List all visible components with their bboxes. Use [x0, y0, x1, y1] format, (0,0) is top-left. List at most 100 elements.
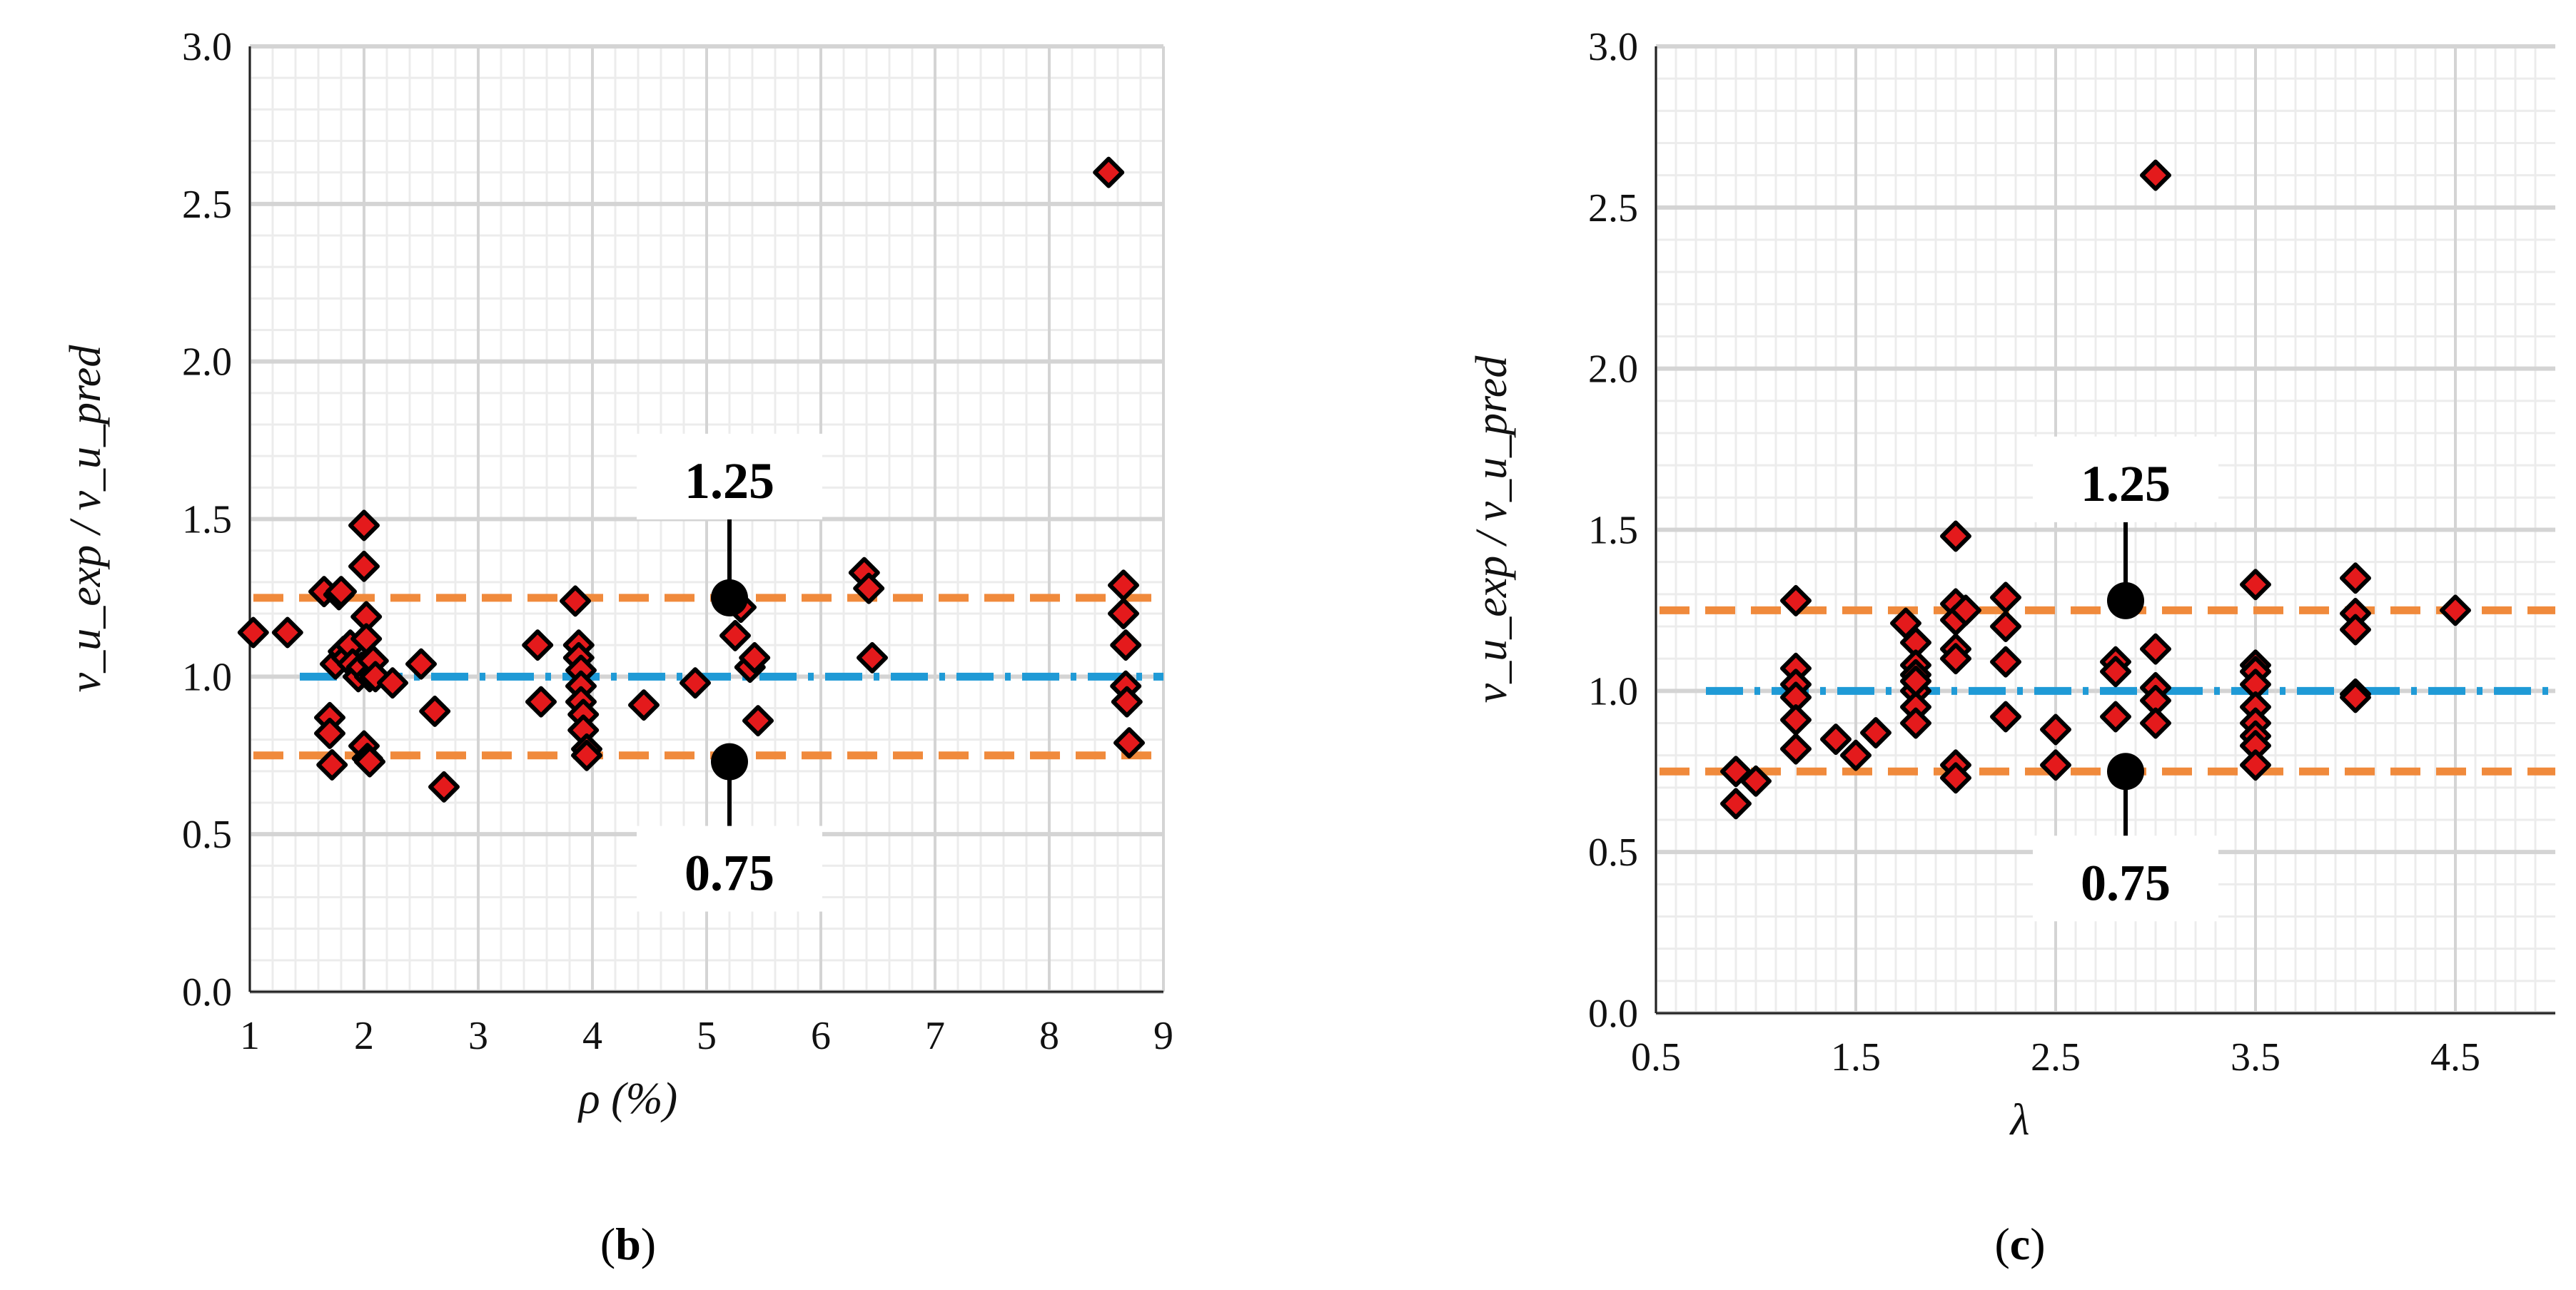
- data-point: [428, 771, 460, 803]
- y-tick-label: 2.0: [1588, 347, 1638, 392]
- data-point: [1093, 156, 1125, 188]
- annotation-marker: [711, 743, 748, 781]
- data-point: [2340, 681, 2371, 713]
- y-tick-label: 0.0: [182, 970, 232, 1015]
- data-point: [742, 705, 774, 737]
- annotation-label: 0.75: [685, 845, 774, 902]
- data-point: [316, 749, 348, 781]
- data-point: [628, 689, 660, 721]
- annotation-box: [2033, 436, 2218, 522]
- data-point: [1108, 598, 1139, 629]
- y-tick-label: 3.0: [182, 25, 232, 69]
- data-point: [2140, 707, 2171, 739]
- data-point: [348, 550, 380, 582]
- x-tick-label: 2: [354, 1014, 374, 1058]
- data-point: [1990, 611, 2021, 642]
- data-point: [2140, 159, 2171, 191]
- y-axis-title: v_u_exp / v_u_pred: [1468, 355, 1516, 704]
- data-point: [1900, 707, 1931, 739]
- x-tick-label: 4.5: [2430, 1035, 2480, 1080]
- y-tick-label: 3.0: [1588, 25, 1638, 69]
- data-point: [719, 619, 751, 651]
- annotation-marker: [2107, 753, 2144, 791]
- x-tick-label: 2.5: [2031, 1035, 2081, 1080]
- annotation-label: 1.25: [685, 452, 774, 509]
- data-point: [1113, 727, 1145, 759]
- data-points: [1720, 159, 2471, 820]
- data-point: [2040, 713, 2071, 746]
- annotation-box: [637, 826, 822, 912]
- x-axis-title: λ: [2009, 1096, 2030, 1144]
- data-points: [237, 156, 1145, 803]
- data-point: [2240, 569, 2271, 601]
- x-tick-label: 5: [697, 1014, 717, 1058]
- y-tick-label: 0.5: [1588, 831, 1638, 875]
- data-point: [314, 717, 345, 749]
- annotation-label: 0.75: [2081, 854, 2171, 911]
- data-point: [2340, 614, 2371, 646]
- data-point: [1990, 701, 2021, 733]
- data-point: [2100, 701, 2131, 733]
- data-point: [1940, 520, 1971, 552]
- data-point: [2440, 594, 2471, 626]
- annotation-box: [2033, 836, 2218, 922]
- x-tick-label: 9: [1153, 1014, 1173, 1058]
- y-tick-label: 1.0: [1588, 669, 1638, 713]
- data-point: [2240, 749, 2271, 781]
- data-point: [739, 641, 771, 674]
- data-point: [348, 509, 380, 542]
- x-tick-label: 1: [240, 1014, 260, 1058]
- data-point: [1900, 665, 1931, 697]
- chart-panel-c: 0.00.51.01.52.02.53.00.5 1.5 2.5 3.5 4.5λv_u…: [1468, 25, 2555, 1269]
- data-point: [1940, 643, 1971, 675]
- data-point: [1950, 594, 1981, 626]
- data-point: [560, 585, 591, 617]
- panel-label: (b): [600, 1219, 656, 1269]
- x-tick-label: 6: [811, 1014, 831, 1058]
- data-point: [1780, 733, 1812, 765]
- annotation-marker: [2107, 581, 2144, 619]
- data-point: [1990, 646, 2021, 678]
- data-point: [1110, 629, 1142, 661]
- data-point: [857, 641, 888, 674]
- data-point: [571, 739, 602, 771]
- y-tick-label: 0.0: [1588, 992, 1638, 1036]
- data-point: [271, 616, 303, 649]
- x-axis-title: ρ (%): [577, 1075, 677, 1123]
- annotation-box: [637, 433, 822, 519]
- x-tick-label: 8: [1039, 1014, 1059, 1058]
- y-tick-label: 1.5: [1588, 509, 1638, 553]
- data-point: [2100, 656, 2131, 688]
- x-tick-label: 7: [925, 1014, 945, 1058]
- data-point: [2140, 633, 2171, 665]
- y-tick-label: 2.5: [1588, 186, 1638, 230]
- data-point: [1780, 584, 1812, 616]
- data-point: [237, 616, 269, 649]
- data-point: [405, 648, 437, 680]
- y-tick-label: 2.5: [182, 183, 232, 227]
- data-point: [1840, 739, 1872, 771]
- data-point: [1940, 762, 1971, 794]
- data-point: [354, 746, 385, 778]
- annotation-label: 1.25: [2081, 455, 2171, 512]
- data-point: [853, 572, 885, 604]
- panel-label: (c): [1994, 1219, 2045, 1269]
- data-point: [419, 695, 451, 727]
- x-tick-label: 4: [582, 1014, 602, 1058]
- x-tick-label: 0.5: [1631, 1035, 1681, 1080]
- y-tick-label: 0.5: [182, 813, 232, 857]
- data-point: [2040, 749, 2071, 781]
- data-point: [680, 667, 711, 699]
- y-axis-title: v_u_exp / v_u_pred: [61, 345, 110, 693]
- chart-panel-b: 0.0 0.5 1.0 1.5 2.0 2.5 3.0 1 2 3 4 5 6 7 8 9 ρ (%) v_u_e…: [61, 25, 1173, 1269]
- data-point: [1740, 765, 1772, 797]
- y-tick-label: 1.0: [182, 655, 232, 699]
- annotation-marker: [711, 579, 748, 616]
- data-point: [325, 576, 357, 608]
- data-point: [2340, 562, 2371, 594]
- y-tick-label: 2.0: [182, 340, 232, 385]
- y-tick-label: 1.5: [182, 498, 232, 542]
- x-tick-label: 1.5: [1831, 1035, 1881, 1080]
- data-point: [525, 686, 557, 718]
- x-tick-label: 3: [468, 1014, 488, 1058]
